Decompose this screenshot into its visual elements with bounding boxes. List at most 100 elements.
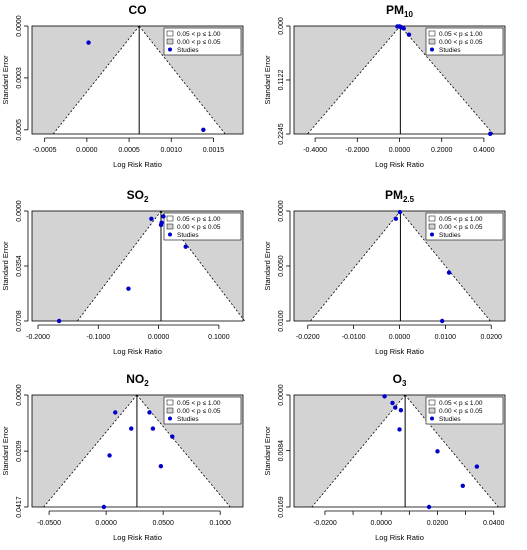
x-axis-label: Log Risk Ratio — [113, 160, 162, 169]
plot-frame — [293, 394, 506, 508]
funnel-right-boundary — [138, 25, 226, 135]
legend-insig-label: 0.05 < p ≤ 1.00 — [177, 400, 221, 407]
legend-insig-label: 0.05 < p ≤ 1.00 — [177, 216, 221, 223]
study-point — [398, 408, 404, 413]
legend-studies-marker — [430, 47, 434, 52]
legend-studies-label: Studies — [177, 47, 199, 54]
study-point — [183, 244, 188, 249]
plot-frame — [31, 210, 244, 322]
study-point — [397, 427, 402, 432]
x-tick-label: 0.0015 — [203, 147, 225, 154]
chart-title: PM2.5 — [385, 188, 415, 204]
legend-insig-label: 0.05 < p ≤ 1.00 — [439, 31, 483, 38]
x-tick-label: -0.0200 — [313, 520, 337, 527]
legend-sig-label: 0.00 < p ≤ 0.05 — [439, 408, 483, 415]
legend-box — [163, 212, 242, 241]
study-point — [406, 32, 412, 37]
y-tick-label: 0.2245 — [278, 123, 285, 145]
x-axis-label: Log Risk Ratio — [113, 533, 162, 542]
x-tick-label: -0.0005 — [33, 147, 57, 154]
legend-insig-swatch — [428, 399, 436, 406]
legend-box — [425, 212, 504, 241]
legend-insig-swatch — [166, 215, 174, 222]
legend-box — [163, 396, 242, 425]
x-tick-label: -0.0500 — [37, 520, 61, 527]
x-tick-label: 0.0000 — [371, 520, 393, 527]
y-tick-label: 0.0050 — [278, 255, 285, 277]
study-point — [129, 426, 134, 431]
study-point — [158, 463, 164, 469]
study-point — [113, 410, 118, 415]
funnel-right-boundary — [160, 210, 245, 322]
study-point — [474, 464, 480, 469]
y-tick-label: 0.0100 — [278, 310, 285, 332]
chart-title: CO — [129, 3, 147, 17]
y-tick-label: 0.0003 — [16, 67, 23, 89]
study-point — [170, 434, 175, 439]
x-axis-label: Log Risk Ratio — [375, 347, 424, 356]
study-point — [101, 504, 107, 510]
study-point — [149, 216, 154, 221]
x-tick-label: 0.0000 — [389, 147, 411, 154]
chart-title: SO2 — [127, 188, 149, 204]
legend-studies-label: Studies — [177, 232, 199, 239]
funnel-left-boundary — [52, 25, 140, 135]
x-tick-label: 0.0005 — [118, 147, 140, 154]
x-tick-label: -0.0200 — [296, 334, 320, 341]
funnel-left-boundary — [77, 210, 162, 322]
funnel-plot-5: -0.0200 0.0000 0.0200 0.0400 0.0000 0.0084 0.0… — [263, 372, 506, 542]
study-point — [439, 318, 445, 324]
study-point — [435, 449, 440, 454]
study-point — [488, 131, 493, 136]
y-axis-label: Standard Error — [1, 55, 10, 105]
y-tick-label: 0.0354 — [16, 255, 23, 277]
study-point — [86, 40, 91, 45]
x-tick-label: 0.0200 — [481, 334, 503, 341]
y-tick-label: 0.0000 — [16, 200, 23, 222]
x-axis-label: Log Risk Ratio — [375, 160, 424, 169]
funnel-plot-4: -0.0500 0.0000 0.0500 0.1000 0.0000 0.0209 0.0… — [1, 372, 244, 542]
study-point — [126, 286, 131, 291]
y-tick-label: 0.000 — [278, 17, 285, 35]
legend-sig-label: 0.00 < p ≤ 0.05 — [177, 408, 221, 415]
x-axis-label: Log Risk Ratio — [113, 347, 162, 356]
study-point — [107, 453, 112, 458]
x-tick-label: 0.0000 — [389, 334, 411, 341]
y-axis-label: Standard Error — [263, 241, 272, 291]
study-point — [390, 400, 395, 406]
legend-insig-swatch — [166, 399, 174, 406]
x-tick-label: 0.0000 — [95, 520, 117, 527]
legend-sig-label: 0.00 < p ≤ 0.05 — [177, 224, 221, 231]
legend-sig-swatch — [166, 38, 174, 45]
funnel-plot-0: -0.0005 0.0000 0.0005 0.0010 0.0015 0.0000 0.0… — [1, 3, 244, 169]
funnel-plot-3: -0.0200 -0.0100 0.0000 0.0100 0.0200 0.0000 0.… — [263, 188, 506, 356]
study-point — [393, 216, 399, 221]
x-tick-label: 0.1000 — [209, 520, 231, 527]
study-point — [446, 270, 452, 275]
funnel-right-boundary — [404, 394, 499, 508]
legend-insig-label: 0.05 < p ≤ 1.00 — [439, 400, 483, 407]
x-tick-label: 0.0400 — [483, 520, 505, 527]
legend-sig-label: 0.00 < p ≤ 0.05 — [439, 39, 483, 46]
study-point — [426, 504, 432, 510]
y-tick-label: 0.0084 — [278, 440, 285, 462]
legend-sig-swatch — [428, 38, 436, 45]
plot-frame — [31, 25, 244, 135]
y-tick-label: 0.0000 — [278, 384, 285, 406]
y-tick-label: 0.1122 — [278, 69, 285, 90]
x-tick-label: 0.0500 — [152, 520, 174, 527]
x-tick-label: -0.1000 — [86, 334, 110, 341]
y-axis-label: Standard Error — [263, 55, 272, 105]
legend-sig-swatch — [166, 407, 174, 414]
legend-sig-swatch — [428, 223, 436, 230]
funnel-plot-2: -0.2000 -0.1000 0.0000 0.1000 0.0000 0.0354 0.… — [1, 188, 245, 356]
legend-box — [425, 396, 504, 425]
study-point — [401, 26, 406, 31]
funnel-left-boundary — [43, 394, 138, 508]
